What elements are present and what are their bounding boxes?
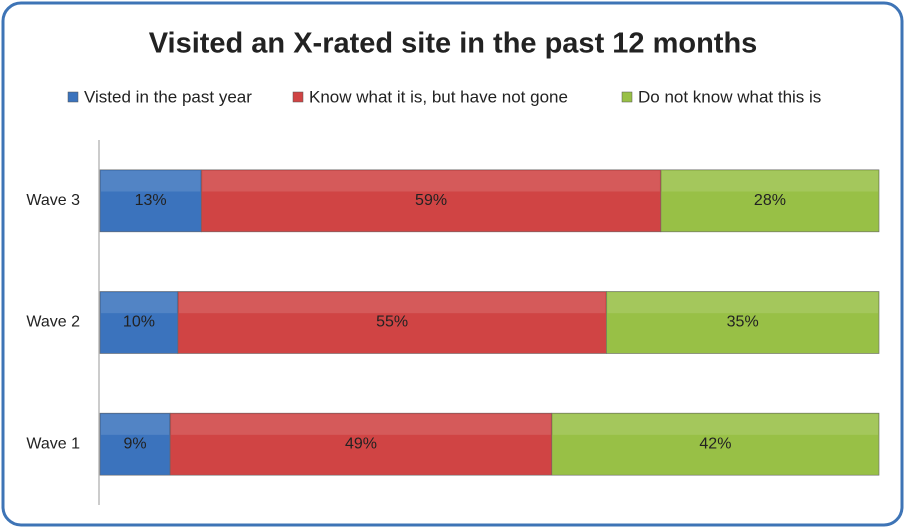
bar-segment bbox=[200, 169, 662, 233]
legend-label: Visted in the past year bbox=[84, 87, 252, 106]
bar-highlight bbox=[101, 414, 170, 435]
legend-swatch bbox=[292, 91, 304, 103]
legend-label: Know what it is, but have not gone bbox=[309, 87, 568, 106]
data-label: 10% bbox=[123, 314, 155, 331]
legend-swatch bbox=[621, 91, 633, 103]
data-label: 55% bbox=[376, 314, 408, 331]
bar-highlight bbox=[101, 170, 201, 192]
data-label: 28% bbox=[754, 192, 786, 209]
y-tick-label: Wave 2 bbox=[26, 314, 80, 331]
data-label: 13% bbox=[135, 192, 167, 209]
bar-highlight bbox=[101, 292, 177, 314]
data-label: 59% bbox=[415, 192, 447, 209]
bar-highlight bbox=[178, 292, 606, 314]
bar-segment bbox=[606, 291, 880, 354]
bar-segment bbox=[99, 291, 179, 354]
bar-highlight bbox=[552, 414, 878, 435]
chart-title: Visited an X-rated site in the past 12 m… bbox=[149, 28, 758, 60]
data-label: 35% bbox=[727, 314, 759, 331]
bar-highlight bbox=[607, 292, 878, 314]
bar-segment bbox=[99, 169, 202, 233]
y-tick-label: Wave 3 bbox=[26, 192, 80, 209]
data-label: 49% bbox=[345, 435, 377, 452]
bar-highlight bbox=[171, 414, 551, 435]
data-label: 42% bbox=[699, 435, 731, 452]
bar-segment bbox=[99, 412, 171, 476]
bar-highlight bbox=[202, 170, 660, 192]
legend-label: Do not know what this is bbox=[638, 87, 821, 106]
legend-swatch bbox=[67, 91, 79, 103]
bar-segment bbox=[551, 412, 880, 476]
bar-highlight bbox=[661, 170, 878, 192]
bar-segment bbox=[660, 169, 880, 233]
y-tick-label: Wave 1 bbox=[26, 435, 80, 452]
data-label: 9% bbox=[123, 435, 146, 452]
bar-segment bbox=[177, 291, 607, 354]
